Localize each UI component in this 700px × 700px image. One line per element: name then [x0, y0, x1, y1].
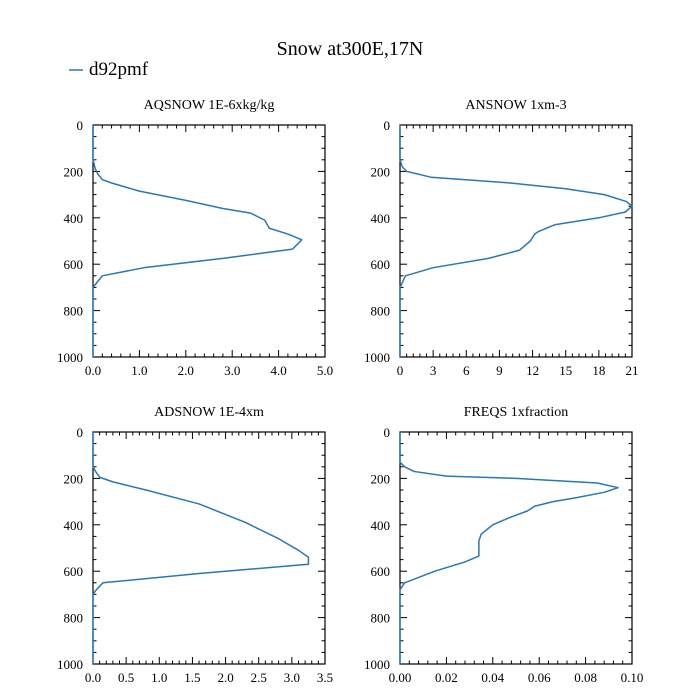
- y-tick-label: 200: [371, 471, 391, 486]
- series-line: [399, 125, 633, 357]
- x-tick-label: 5.0: [317, 363, 333, 378]
- x-tick-label: 2.0: [217, 670, 233, 685]
- y-tick-label: 1000: [57, 350, 83, 365]
- x-tick-label: 0.06: [528, 670, 551, 685]
- x-tick-label: 1.0: [131, 363, 147, 378]
- panel-title: ADSNOW 1E-4xm: [154, 405, 264, 420]
- y-tick-label: 200: [371, 164, 391, 179]
- figure-title: Snow at300E,17N: [277, 38, 424, 60]
- y-tick-label: 400: [64, 518, 84, 533]
- plot-frame: [399, 431, 633, 665]
- y-tick-label: 400: [64, 211, 84, 226]
- plot-frame: [92, 431, 326, 665]
- y-tick-label: 200: [64, 164, 84, 179]
- x-tick-label: 1.0: [151, 670, 167, 685]
- series-line: [92, 432, 310, 664]
- y-tick-label: 400: [371, 211, 391, 226]
- x-tick-label: 0.0: [85, 670, 101, 685]
- y-tick-label: 600: [64, 257, 84, 272]
- panel-title: FREQS 1xfraction: [464, 405, 569, 420]
- y-tick-label: 1000: [364, 657, 390, 672]
- y-tick-label: 600: [371, 564, 391, 579]
- x-tick-label: 3.0: [284, 670, 300, 685]
- x-tick-label: 0.0: [85, 363, 101, 378]
- x-tick-label: 0.04: [481, 670, 504, 685]
- legend: d92pmf: [69, 59, 149, 80]
- x-tick-label: 12: [526, 363, 539, 378]
- x-tick-label: 0.10: [621, 670, 644, 685]
- y-tick-label: 0: [384, 118, 391, 133]
- x-tick-label: 6: [463, 363, 470, 378]
- x-tick-label: 4.0: [270, 363, 286, 378]
- x-tick-label: 21: [626, 363, 639, 378]
- plot-frame: [399, 124, 633, 358]
- y-tick-label: 400: [371, 518, 391, 533]
- x-tick-label: 3: [430, 363, 437, 378]
- y-tick-label: 600: [64, 564, 84, 579]
- x-tick-label: 9: [496, 363, 503, 378]
- panel-4: FREQS 1xfraction 0.00 0.02 0.04 0.06 0.08 0.10…: [364, 405, 643, 685]
- x-tick-label: 3.5: [317, 670, 333, 685]
- panel-title: AQSNOW 1E-6xkg/kg: [144, 98, 275, 113]
- x-tick-label: 15: [559, 363, 572, 378]
- y-tick-label: 800: [371, 304, 391, 319]
- panel-3: ADSNOW 1E-4xm 0.0 0.5 1.0 1.5 2.0 2.5 3.0 3.5 0 20…: [57, 405, 333, 685]
- plot-frame: [92, 124, 326, 358]
- panel-title: ANSNOW 1xm-3: [465, 98, 566, 113]
- x-tick-label: 3.0: [224, 363, 240, 378]
- panels: AQSNOW 1E-6xkg/kg 0.0 1.0 2.0 3.0 4.0 5.0 0 200 4…: [57, 98, 643, 685]
- x-tick-label: 0.00: [389, 670, 412, 685]
- x-tick-label: 0: [397, 363, 404, 378]
- y-tick-label: 0: [77, 118, 84, 133]
- y-tick-label: 0: [384, 425, 391, 440]
- y-tick-label: 600: [371, 257, 391, 272]
- y-tick-label: 1000: [57, 657, 83, 672]
- legend-label: d92pmf: [89, 59, 149, 80]
- x-tick-label: 2.0: [178, 363, 194, 378]
- y-tick-label: 200: [64, 471, 84, 486]
- y-tick-label: 1000: [364, 350, 390, 365]
- x-tick-label: 0.5: [118, 670, 134, 685]
- panel-1: AQSNOW 1E-6xkg/kg 0.0 1.0 2.0 3.0 4.0 5.0 0 200 4…: [57, 98, 333, 378]
- y-tick-label: 0: [77, 425, 84, 440]
- x-tick-label: 18: [592, 363, 605, 378]
- y-tick-label: 800: [64, 304, 84, 319]
- y-tick-label: 800: [64, 611, 84, 626]
- panel-2: ANSNOW 1xm-3 0 3 6 9 12 15 18 21 0 200 400 600 800 100…: [364, 98, 639, 378]
- y-tick-label: 800: [371, 611, 391, 626]
- series-line: [399, 432, 619, 664]
- x-tick-label: 2.5: [251, 670, 267, 685]
- x-tick-label: 0.02: [435, 670, 458, 685]
- series-line: [92, 125, 303, 357]
- x-tick-label: 1.5: [184, 670, 200, 685]
- x-tick-label: 0.08: [574, 670, 597, 685]
